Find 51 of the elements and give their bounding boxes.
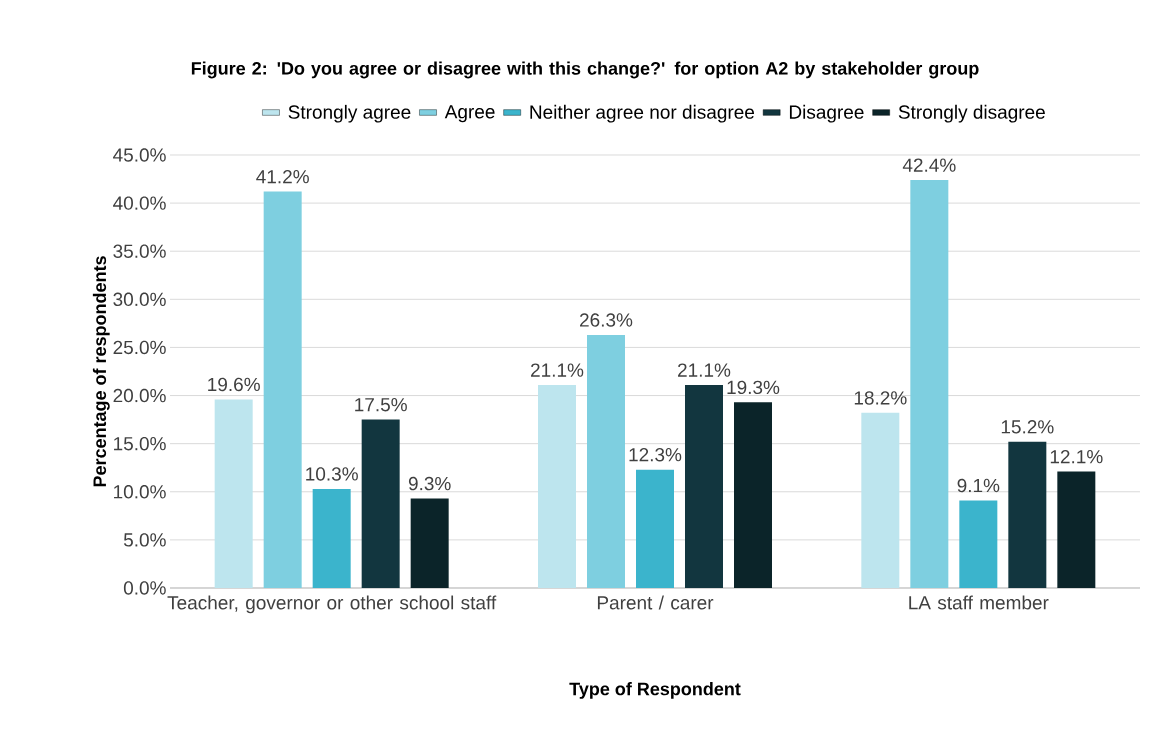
x-axis-title: Type of Respondent bbox=[569, 682, 741, 699]
bar bbox=[587, 334, 625, 588]
data-label: 18.2% bbox=[854, 391, 907, 405]
y-tick-label: 5.0% bbox=[123, 533, 166, 547]
y-tick-label: 10.0% bbox=[114, 485, 166, 499]
x-tick-label: LA staff member bbox=[909, 595, 1049, 610]
bar bbox=[214, 399, 253, 588]
data-label: 42.4% bbox=[902, 158, 956, 172]
data-label: 26.3% bbox=[580, 313, 633, 327]
bar bbox=[263, 191, 302, 588]
legend-label: Strongly disagree bbox=[898, 104, 1045, 123]
bar bbox=[410, 498, 449, 588]
bar bbox=[734, 402, 772, 588]
data-label: 21.1% bbox=[531, 363, 584, 377]
y-tick-label: 45.0% bbox=[113, 148, 166, 162]
bar bbox=[959, 500, 998, 588]
bar bbox=[1008, 441, 1047, 588]
y-tick-label: 35.0% bbox=[113, 244, 166, 258]
y-tick-label: 0.0% bbox=[123, 581, 166, 595]
x-tick-label: Teacher, governor or other school staff bbox=[167, 595, 497, 614]
data-label: 19.6% bbox=[208, 377, 260, 392]
bar bbox=[910, 180, 949, 588]
data-label: 12.1% bbox=[1050, 449, 1103, 464]
data-label: 10.3% bbox=[306, 467, 358, 481]
data-label: 41.2% bbox=[256, 169, 309, 184]
legend-label: Strongly agree bbox=[288, 104, 411, 123]
data-label: 15.2% bbox=[1001, 420, 1054, 434]
data-label: 9.1% bbox=[957, 478, 1000, 493]
x-tick-label: Parent / carer bbox=[597, 595, 714, 610]
y-tick-label: 25.0% bbox=[113, 340, 166, 355]
y-tick-label: 30.0% bbox=[113, 292, 166, 307]
legend-label: Neither agree nor disagree bbox=[530, 104, 755, 123]
bar bbox=[312, 488, 351, 588]
bar bbox=[861, 412, 900, 588]
data-label: 17.5% bbox=[355, 398, 407, 412]
bar bbox=[1057, 471, 1096, 588]
bar bbox=[636, 469, 674, 588]
data-label: 21.1% bbox=[678, 363, 731, 377]
bar bbox=[685, 384, 723, 588]
y-axis-title: Percentage of respondents bbox=[92, 256, 110, 487]
y-tick-label: 20.0% bbox=[113, 388, 166, 403]
y-tick-label: 40.0% bbox=[113, 196, 166, 210]
data-label: 19.3% bbox=[727, 380, 780, 395]
data-label: 9.3% bbox=[408, 476, 451, 491]
bar bbox=[538, 384, 576, 588]
bar bbox=[361, 419, 400, 588]
data-label: 12.3% bbox=[629, 447, 682, 462]
chart-title: Figure 2: 'Do you agree or disagree with this change?' for option A2 by stakeholder group bbox=[191, 61, 979, 79]
y-tick-label: 15.0% bbox=[114, 436, 166, 451]
legend-label: Disagree bbox=[789, 104, 864, 123]
legend-label: Agree bbox=[444, 105, 495, 123]
